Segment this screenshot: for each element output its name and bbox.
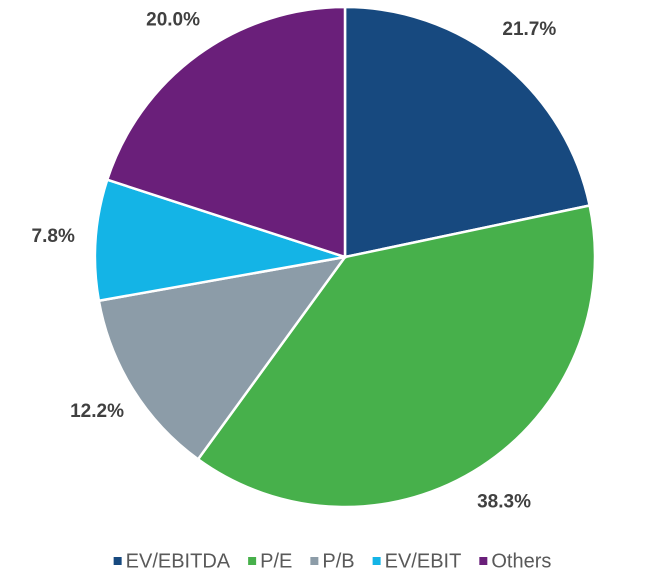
legend-swatch — [479, 557, 488, 565]
pie-slice — [105, 5, 347, 259]
pie-slice — [93, 178, 346, 303]
legend-label: Others — [491, 550, 551, 572]
pie-slice — [343, 5, 592, 259]
value-label: 38.3% — [477, 491, 531, 512]
legend-swatch — [372, 557, 381, 565]
legend: EV/EBITDA P/E P/B EV/EBIT Others — [113, 550, 551, 572]
legend-label: EV/EBIT — [385, 550, 462, 572]
legend-label: P/B — [322, 550, 354, 572]
legend-swatch — [248, 557, 257, 565]
value-label: 7.8% — [32, 226, 75, 247]
legend-label: P/E — [260, 550, 292, 572]
legend-label: EV/EBITDA — [126, 550, 231, 572]
legend-swatch — [310, 557, 319, 565]
legend-swatch — [113, 557, 122, 565]
value-label: 12.2% — [70, 401, 124, 422]
pie-slice — [196, 204, 597, 509]
value-label: 21.7% — [502, 19, 556, 40]
value-label: 20.0% — [146, 9, 200, 30]
pie-slice — [97, 255, 348, 462]
